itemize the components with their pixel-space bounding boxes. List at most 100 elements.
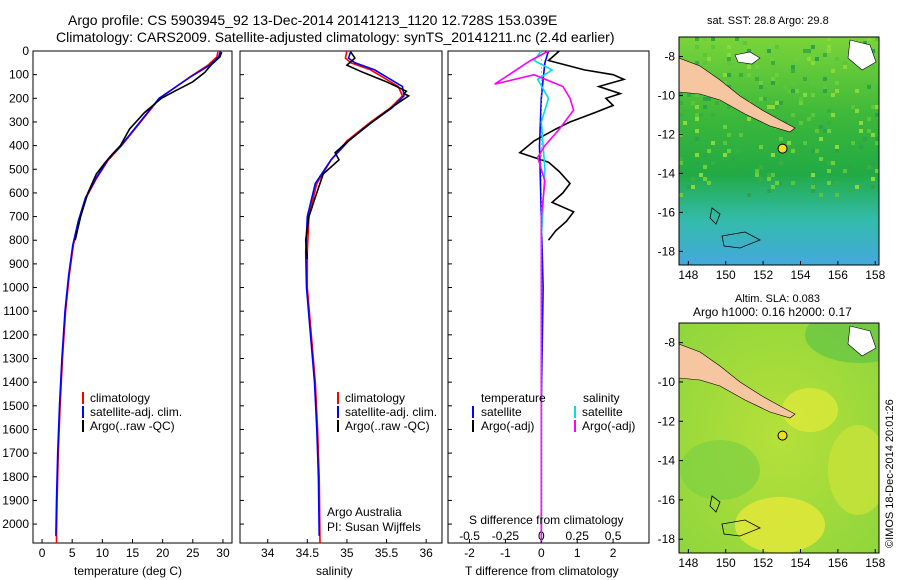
- sst-pixel: [859, 121, 863, 125]
- map-x-tick-label: 152: [753, 268, 773, 282]
- series-line-s-argo-adj-: [494, 50, 575, 543]
- sst-pixel: [727, 73, 731, 77]
- sst-pixel: [695, 93, 699, 97]
- x-tick-label: -2: [464, 546, 475, 560]
- legend-label-s-satellite: satellite: [582, 405, 623, 419]
- sst-pixel: [871, 65, 875, 69]
- sst-pixel: [867, 37, 871, 41]
- y-tick-label: 1500: [2, 399, 29, 413]
- sst-pixel: [695, 37, 699, 41]
- sst-pixel: [711, 113, 715, 117]
- sst-pixel: [771, 173, 775, 177]
- map-x-tick-label: 156: [828, 268, 848, 282]
- difference-xlabel: T difference from climatology: [465, 564, 619, 578]
- title-line-1: Argo profile: CS 5903945_92 13-Dec-2014 …: [68, 12, 557, 28]
- sst-pixel: [791, 149, 795, 153]
- sst-speckle: [679, 37, 879, 197]
- sst-pixel: [803, 49, 807, 53]
- sst-pixel: [783, 85, 787, 89]
- sst-pixel: [799, 101, 803, 105]
- legend-title-temperature: temperature: [481, 391, 546, 405]
- y-tick-label: 1800: [2, 470, 29, 484]
- sst-pixel: [735, 37, 739, 41]
- sst-pixel: [723, 125, 727, 129]
- map-x-tick-label: 158: [865, 556, 885, 570]
- sst-pixel: [767, 173, 771, 177]
- sst-pixel: [687, 185, 691, 189]
- sst-pixel: [771, 57, 775, 61]
- sst-pixel: [767, 189, 771, 193]
- sst-pixel: [831, 161, 835, 165]
- sst-pixel: [755, 77, 759, 81]
- sst-pixel: [695, 129, 699, 133]
- sst-pixel: [711, 45, 715, 49]
- y-tick-label: 900: [9, 257, 29, 271]
- y-tick-label: 1900: [2, 493, 29, 507]
- sst-pixel: [823, 85, 827, 89]
- sst-pixel: [855, 109, 859, 113]
- salinity-axes: [239, 50, 443, 544]
- sst-pixel: [819, 193, 823, 197]
- sst-pixel: [727, 53, 731, 57]
- x-tick-label: 36: [419, 546, 433, 560]
- sst-pixel: [867, 117, 871, 121]
- sla-frame: [678, 322, 880, 554]
- sst-pixel: [699, 113, 703, 117]
- difference-axes: [447, 50, 650, 544]
- sst-pixel: [775, 105, 779, 109]
- sst-pixel: [707, 149, 711, 153]
- argo-position-marker: [777, 143, 788, 154]
- sst-pixel: [743, 41, 747, 45]
- series-line-argo-raw-qc-: [304, 51, 411, 260]
- sst-pixel: [823, 129, 827, 133]
- island: [847, 325, 877, 357]
- sst-pixel: [779, 161, 783, 165]
- sst-pixel: [703, 97, 707, 101]
- sst-pixel: [767, 177, 771, 181]
- sst-pixel: [695, 161, 699, 165]
- sst-pixel: [739, 169, 743, 173]
- y-tick-label: 700: [9, 210, 29, 224]
- map-x-tick-label: 150: [716, 556, 736, 570]
- imos-timestamp: ©IMOS 18-Dec-2014 20:01:26: [884, 399, 896, 548]
- sst-pixel: [871, 133, 875, 137]
- y-tick-label: 1000: [2, 281, 29, 295]
- sst-pixel: [735, 133, 739, 137]
- sst-pixel: [723, 141, 727, 145]
- sst-pixel: [871, 177, 875, 181]
- sst-pixel: [807, 117, 811, 121]
- sst-pixel: [875, 141, 879, 145]
- sst-pixel: [875, 77, 879, 81]
- x-tick-label: -1: [500, 546, 511, 560]
- sst-pixel: [875, 137, 879, 141]
- sst-pixel: [695, 45, 699, 49]
- argo-position-marker: [777, 430, 788, 441]
- legend-label-argo: Argo(..raw -QC): [90, 419, 175, 433]
- reef-outline: [709, 495, 721, 513]
- sst-pixel: [759, 81, 763, 85]
- legend-label-s-argo: Argo(-adj): [582, 419, 635, 433]
- sst-pixel: [811, 173, 815, 177]
- sst-pixel: [695, 105, 699, 109]
- sst-pixel: [791, 137, 795, 141]
- legend-label-climatology: climatology: [345, 391, 405, 405]
- sst-map-title: sat. SST: 28.8 Argo: 29.8: [707, 15, 829, 27]
- sst-pixel: [739, 133, 743, 137]
- s-tick-label: 0.25: [566, 529, 590, 543]
- sst-pixel: [759, 97, 763, 101]
- sst-pixel: [811, 93, 815, 97]
- y-tick-label: 2000: [2, 517, 29, 531]
- map-x-tick-label: 154: [790, 268, 810, 282]
- land-new-guinea: [679, 343, 796, 419]
- y-tick-label: 200: [9, 91, 29, 105]
- y-tick-label: 400: [9, 139, 29, 153]
- legend-label-t-satellite: satellite: [481, 405, 522, 419]
- salinity-legend: climatology satellite-adj. clim. Argo(..…: [327, 391, 437, 534]
- sst-pixel: [867, 85, 871, 89]
- legend-label-t-argo: Argo(-adj): [481, 419, 534, 433]
- sst-pixel: [811, 61, 815, 65]
- sst-pixel: [803, 77, 807, 81]
- sst-pixel: [827, 49, 831, 53]
- sst-pixel: [699, 173, 703, 177]
